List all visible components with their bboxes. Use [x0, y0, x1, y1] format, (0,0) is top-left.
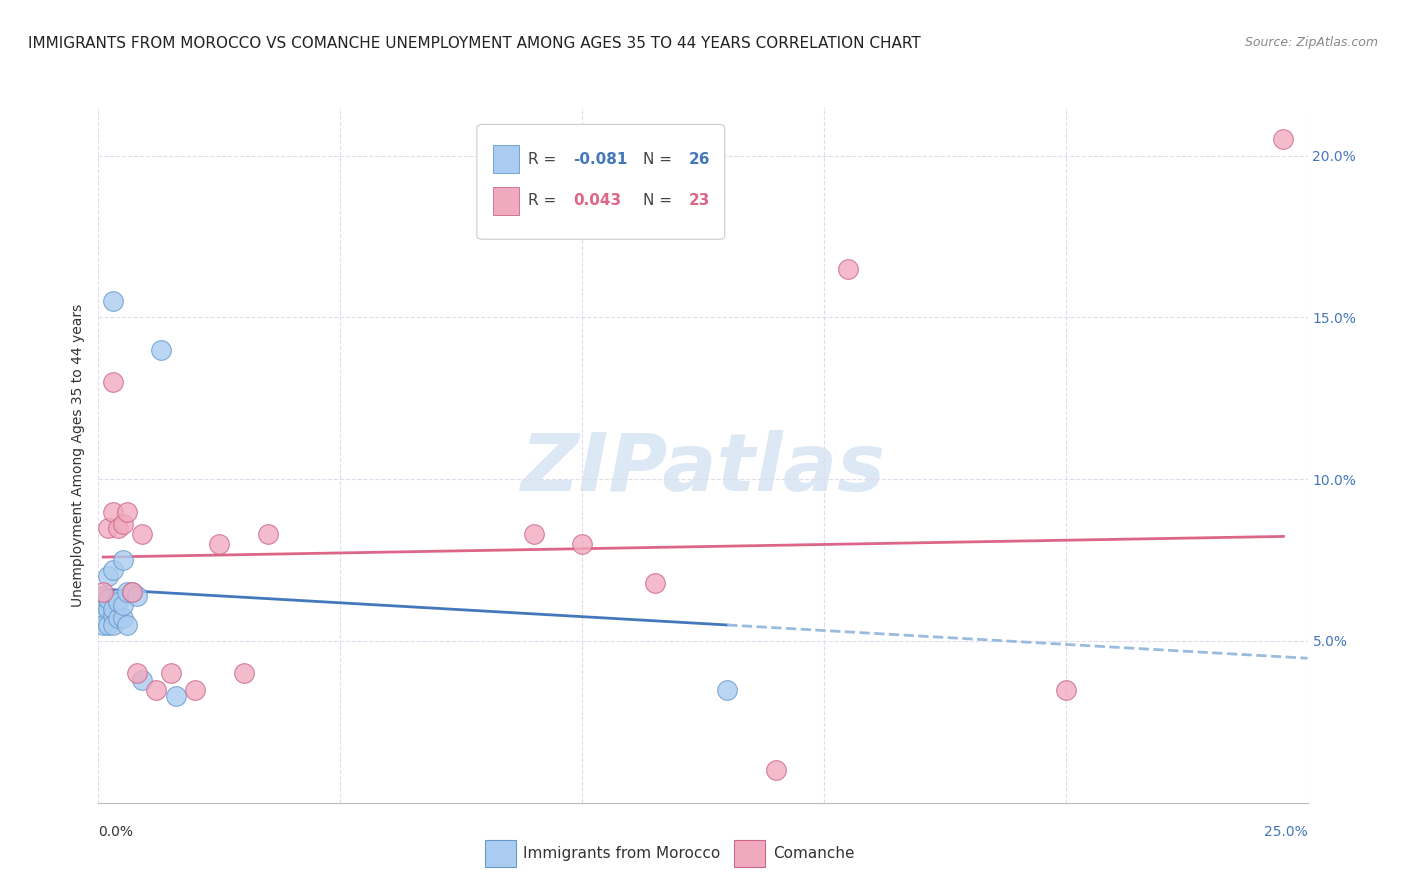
Point [107, 611, 129, 625]
Point [1272, 132, 1295, 146]
Point [101, 608, 124, 623]
Point [121, 585, 143, 599]
Text: R =: R = [527, 152, 561, 167]
Text: IMMIGRANTS FROM MOROCCO VS COMANCHE UNEMPLOYMENT AMONG AGES 35 TO 44 YEARS CORRE: IMMIGRANTS FROM MOROCCO VS COMANCHE UNEM… [28, 36, 921, 51]
Text: Source: ZipAtlas.com: Source: ZipAtlas.com [1244, 36, 1378, 49]
Point [91, 617, 114, 632]
Point [117, 617, 139, 632]
Bar [492, 145, 519, 173]
Point [111, 611, 134, 625]
Point [91, 601, 114, 615]
Text: 0.043: 0.043 [574, 194, 621, 209]
Point [837, 261, 859, 276]
Point [131, 673, 153, 687]
Text: N =: N = [643, 194, 676, 209]
FancyBboxPatch shape [477, 124, 724, 239]
Point [208, 537, 231, 551]
Text: Immigrants from Morocco: Immigrants from Morocco [523, 847, 720, 861]
Text: 26: 26 [689, 152, 710, 167]
Point [184, 682, 207, 697]
Point [150, 343, 173, 357]
Text: ZIPatlas: ZIPatlas [520, 430, 886, 508]
Point [111, 517, 134, 532]
Point [716, 682, 738, 697]
Point [111, 553, 134, 567]
Text: Comanche: Comanche [773, 847, 855, 861]
Point [97, 521, 120, 535]
Point [644, 575, 666, 590]
Point [111, 599, 134, 613]
Point [117, 504, 139, 518]
Point [117, 585, 139, 599]
Point [107, 591, 129, 606]
Point [232, 666, 254, 681]
Point [765, 764, 787, 778]
Text: -0.081: -0.081 [574, 152, 628, 167]
Point [101, 375, 124, 389]
Point [107, 521, 129, 535]
Text: N =: N = [643, 152, 676, 167]
Point [97, 591, 120, 606]
Point [571, 537, 593, 551]
Point [101, 617, 124, 632]
Point [91, 589, 114, 603]
Text: 25.0%: 25.0% [1264, 825, 1308, 839]
Point [131, 527, 153, 541]
Text: 23: 23 [689, 194, 710, 209]
Point [127, 666, 149, 681]
Point [97, 617, 120, 632]
Point [145, 682, 167, 697]
Point [165, 689, 187, 703]
Point [101, 563, 124, 577]
Point [523, 527, 546, 541]
Text: 0.0%: 0.0% [98, 825, 134, 839]
Point [97, 569, 120, 583]
Point [1054, 682, 1077, 697]
Point [97, 601, 120, 615]
Point [91, 585, 114, 599]
Text: R =: R = [527, 194, 561, 209]
Bar [492, 187, 519, 215]
Point [160, 666, 183, 681]
Point [127, 589, 149, 603]
Y-axis label: Unemployment Among Ages 35 to 44 years: Unemployment Among Ages 35 to 44 years [72, 303, 86, 607]
Point [101, 294, 124, 309]
Point [256, 527, 278, 541]
Point [101, 504, 124, 518]
Point [107, 595, 129, 609]
Point [101, 601, 124, 615]
Point [121, 585, 143, 599]
